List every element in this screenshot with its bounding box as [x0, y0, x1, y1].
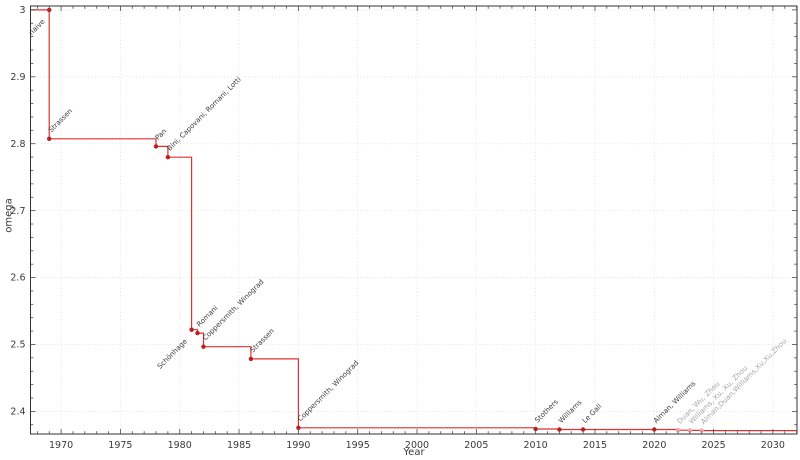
omega-step-line — [30, 9, 797, 432]
data-point-label: Schönhage — [156, 337, 189, 370]
data-point-marker — [195, 330, 200, 336]
x-tick-label: 2000 — [405, 440, 429, 451]
data-point-label: Strassen — [249, 327, 276, 354]
data-point-label: Coppersmith, Winograd — [296, 359, 360, 423]
data-point-label: Strassen — [47, 107, 74, 134]
x-tick-label: 2020 — [642, 440, 666, 451]
data-point-label: Pan — [154, 127, 169, 142]
y-tick-label: 2.4 — [10, 407, 25, 418]
x-tick-label: 1990 — [286, 440, 310, 451]
y-tick-label: 2.5 — [10, 340, 25, 351]
x-tick-label: 2015 — [583, 440, 607, 451]
x-tick-label: 1995 — [346, 440, 370, 451]
x-tick-label: 2010 — [524, 440, 548, 451]
data-point-marker — [675, 428, 681, 433]
y-tick-label: 2.7 — [10, 206, 25, 217]
x-tick-label: 1985 — [227, 440, 251, 451]
data-point-marker — [248, 356, 254, 362]
data-point-label: Bini, Capovani, Romani, Lotti — [166, 75, 243, 152]
x-tick-label: 1970 — [49, 440, 73, 451]
y-axis-title: omega — [3, 198, 15, 233]
data-point-label: Williams, Xu, Xu, Zhou — [688, 364, 750, 426]
data-point-marker — [296, 425, 301, 430]
data-point-marker — [189, 327, 194, 332]
data-point-marker — [699, 428, 704, 433]
x-tick-label: 2030 — [761, 440, 785, 451]
data-point-marker — [165, 155, 171, 160]
y-tick-label: 2.6 — [10, 273, 25, 284]
x-tick-label: 1980 — [168, 440, 192, 451]
data-point-marker — [580, 427, 586, 432]
x-tick-label: 2025 — [702, 440, 726, 451]
data-point-marker — [201, 344, 206, 349]
y-tick-label: 2.8 — [10, 139, 25, 150]
data-point-marker — [47, 136, 52, 141]
y-tick-label: 3 — [19, 5, 25, 16]
data-point-marker — [557, 427, 562, 432]
x-axis-title: Year — [403, 447, 425, 458]
data-point-marker — [47, 7, 52, 13]
data-point-marker — [153, 144, 159, 149]
x-tick-label: 2005 — [464, 440, 488, 451]
y-tick-label: 2.9 — [10, 72, 25, 83]
data-point-label: Le Gall — [581, 402, 604, 425]
data-point-marker — [687, 428, 693, 433]
plot-spines — [30, 5, 798, 435]
x-tick-label: 1975 — [108, 440, 132, 451]
